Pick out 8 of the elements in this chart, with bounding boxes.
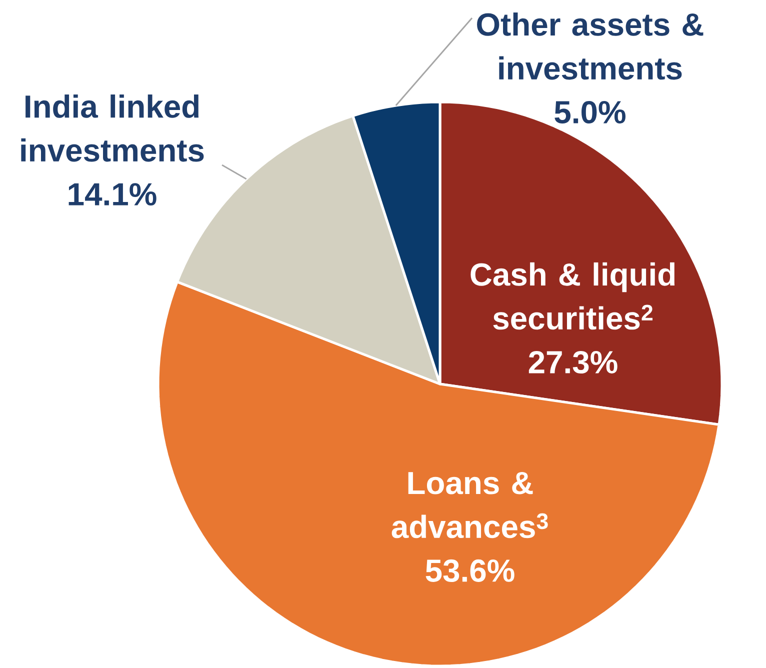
slice-label: Other assets & investments <box>477 12 704 80</box>
data-label: 5.0% <box>554 100 626 124</box>
slice-label: Cash & liquid securities$^{2}$ <box>470 262 675 330</box>
slice-label: Loans & advances$^{3}$ <box>392 472 548 538</box>
data-label: 53.6% <box>426 559 514 582</box>
data-label: 14.1% <box>68 183 156 206</box>
data-label: 27.3% <box>528 350 618 374</box>
slice-label: India linked investments <box>21 94 204 162</box>
